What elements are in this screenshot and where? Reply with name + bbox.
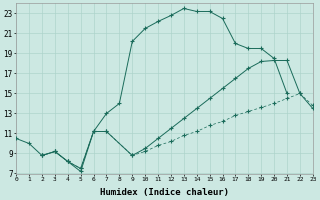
- X-axis label: Humidex (Indice chaleur): Humidex (Indice chaleur): [100, 188, 229, 197]
